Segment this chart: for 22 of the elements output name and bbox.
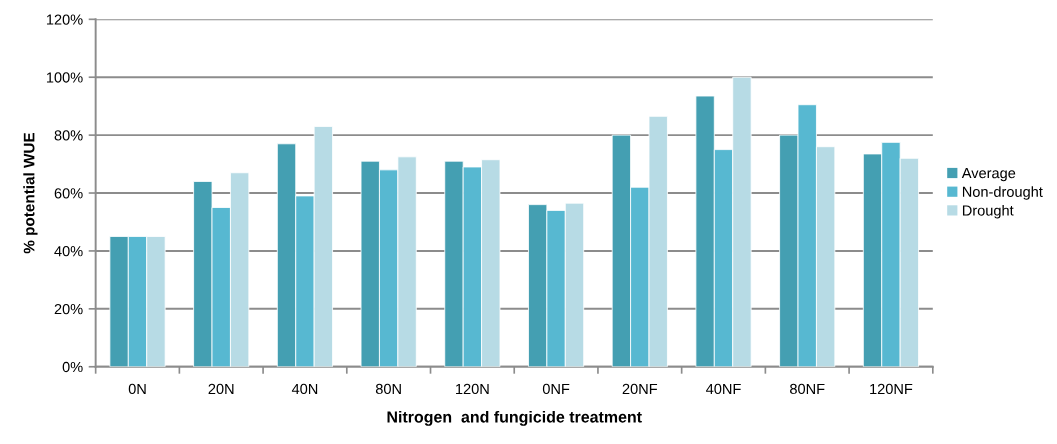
legend-label: Drought — [962, 204, 1014, 219]
y-tick-label: 20% — [54, 303, 83, 315]
x-tick-label: 120N — [456, 383, 489, 395]
y-tick-label: 80% — [54, 130, 83, 141]
y-tick-label: 0% — [62, 361, 83, 373]
x-tick-label: 0N — [128, 383, 146, 395]
y-axis-title: % potential WUE — [23, 132, 38, 254]
x-tick-label: 20N — [208, 383, 234, 395]
x-tick-label: 80NF — [790, 383, 825, 395]
y-tick-label: 60% — [54, 188, 83, 199]
x-tick-label: 40N — [291, 383, 318, 395]
y-tick-label: 40% — [54, 246, 83, 257]
legend-label: Average — [961, 168, 1016, 182]
x-tick-label: 120NF — [870, 383, 913, 395]
y-tick-label: 120% — [46, 14, 83, 25]
legend-label: Non-drought — [962, 186, 1043, 200]
x-axis-title: Nitrogen and fungicide treatment — [387, 410, 642, 426]
y-tick-label: 100% — [46, 72, 83, 83]
x-tick-label: 80N — [375, 383, 401, 395]
x-tick-label: 40NF — [706, 383, 741, 395]
x-tick-label: 0NF — [542, 383, 570, 395]
x-tick-label: 20NF — [622, 383, 658, 395]
